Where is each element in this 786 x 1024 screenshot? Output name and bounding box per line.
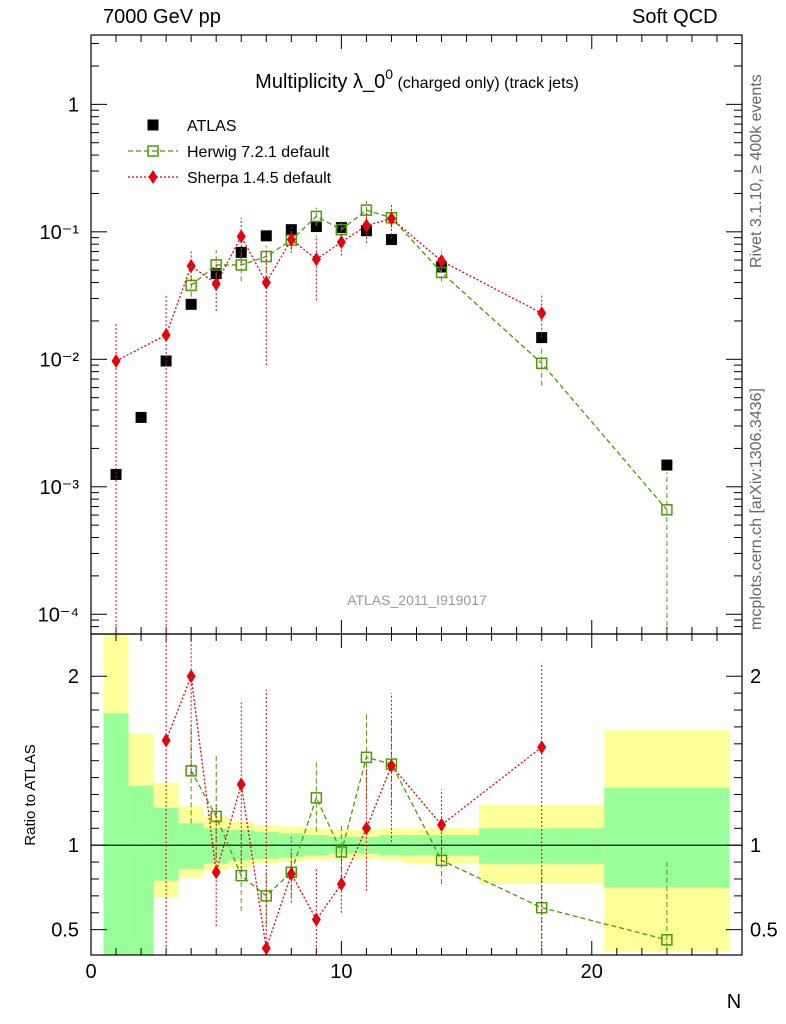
ratio-data-point — [286, 866, 296, 881]
legend-marker — [147, 119, 159, 131]
main-data-point — [285, 224, 297, 236]
ratio-data-point — [311, 912, 321, 927]
process-label: Soft QCD — [632, 6, 718, 28]
main-data-point — [661, 504, 673, 516]
ratio-data-point — [361, 821, 371, 836]
main-data-point — [186, 258, 196, 273]
main-series-line — [190, 209, 668, 511]
ratio-series-line — [190, 756, 668, 941]
ratio-y-tick-label: 2 — [68, 666, 79, 688]
main-data-point — [537, 306, 547, 321]
main-data-point — [135, 411, 147, 423]
main-data-point — [311, 252, 321, 267]
y-tick-label: 10⁻¹ — [40, 222, 80, 244]
main-data-point — [286, 232, 296, 247]
ratio-data-point — [335, 846, 348, 858]
stat-band-0 — [103, 713, 129, 955]
ratio-axis-title: Ratio to ATLAS — [22, 744, 39, 845]
ratio-y-tick-label-right: 1 — [750, 835, 761, 857]
x-tick-label: 20 — [581, 961, 603, 983]
ratio-data-point — [161, 733, 171, 748]
main-data-point — [437, 254, 447, 269]
main-title-superscript: 0 — [385, 66, 393, 82]
ratio-data-point — [186, 669, 196, 684]
y-tick-label: 10⁻⁴ — [38, 604, 79, 626]
ratio-data-point — [336, 877, 346, 892]
main-data-point — [386, 211, 396, 226]
ratio-data-point — [360, 751, 373, 764]
ratio-series-line — [165, 676, 543, 949]
ratio-frame — [90, 633, 743, 956]
x-tick-label: 10 — [330, 961, 352, 983]
ratio-y-tick-label: 0.5 — [51, 920, 79, 942]
ratio-data-point — [435, 854, 448, 867]
main-data-point — [385, 234, 397, 246]
main-series-1 — [185, 200, 673, 634]
main-data-point — [360, 204, 373, 216]
y-tick-label: 10⁻² — [40, 349, 80, 371]
ratio-series-0 — [185, 711, 673, 955]
legend: ATLAS Herwig 7.2.1 default Sherpa 1.4.5 de… — [128, 118, 332, 187]
main-title: Multiplicity λ_00 (charged only) (track … — [255, 66, 579, 93]
ratio-y-tick-label-right: 0.5 — [750, 920, 778, 942]
y-tick-label: 1 — [68, 94, 79, 116]
main-title-suffix: (charged only) (track jets) — [393, 75, 579, 92]
x-axis-title: N — [727, 991, 741, 1013]
main-data-point — [260, 230, 272, 242]
stat-band-2 — [153, 808, 179, 881]
legend-marker — [147, 145, 159, 157]
main-title-text: Multiplicity λ_0 — [255, 71, 385, 93]
ratio-data-point — [537, 740, 547, 755]
main-data-point — [361, 218, 371, 233]
main-data-point — [161, 328, 171, 343]
main-data-point — [661, 459, 673, 471]
main-data-point — [535, 357, 548, 370]
main-series-line — [115, 217, 542, 362]
energy-label: 7000 GeV pp — [103, 6, 221, 28]
main-data-point — [211, 276, 221, 291]
main-series-2 — [111, 204, 547, 634]
analysis-id-label: ATLAS_2011_I919017 — [347, 592, 487, 608]
legend-marker — [148, 170, 158, 184]
legend-label: Sherpa 1.4.5 default — [187, 170, 332, 187]
x-tick-label: 0 — [85, 961, 96, 983]
legend-label: ATLAS — [187, 118, 237, 135]
y-tick-label: 10⁻³ — [40, 477, 80, 499]
ratio-data-point — [310, 792, 323, 804]
ratio-data-point — [661, 934, 673, 946]
ratio-y-tick-label-right: 2 — [750, 666, 761, 688]
data-series — [110, 200, 673, 956]
stat-band-3 — [178, 823, 204, 869]
ratio-data-point — [236, 777, 246, 792]
legend-label: Herwig 7.2.1 default — [187, 144, 330, 161]
main-data-point — [310, 210, 323, 223]
ratio-series-1 — [161, 634, 547, 956]
ratio-data-point — [211, 865, 221, 880]
main-data-point — [310, 221, 322, 233]
main-data-point — [236, 229, 246, 244]
ratio-data-point — [437, 817, 447, 832]
ratio-y-tick-label: 1 — [68, 835, 79, 857]
main-data-point — [261, 275, 271, 290]
main-series-0 — [110, 221, 673, 480]
panel-frames — [90, 34, 743, 956]
ratio-data-point — [261, 941, 271, 956]
ratio-data-point — [386, 758, 396, 773]
main-data-point — [111, 353, 121, 368]
main-data-point — [336, 235, 346, 250]
stat-band-1 — [128, 786, 154, 955]
main-data-point — [185, 298, 197, 310]
main-data-point — [235, 259, 247, 271]
main-data-point — [110, 468, 122, 480]
